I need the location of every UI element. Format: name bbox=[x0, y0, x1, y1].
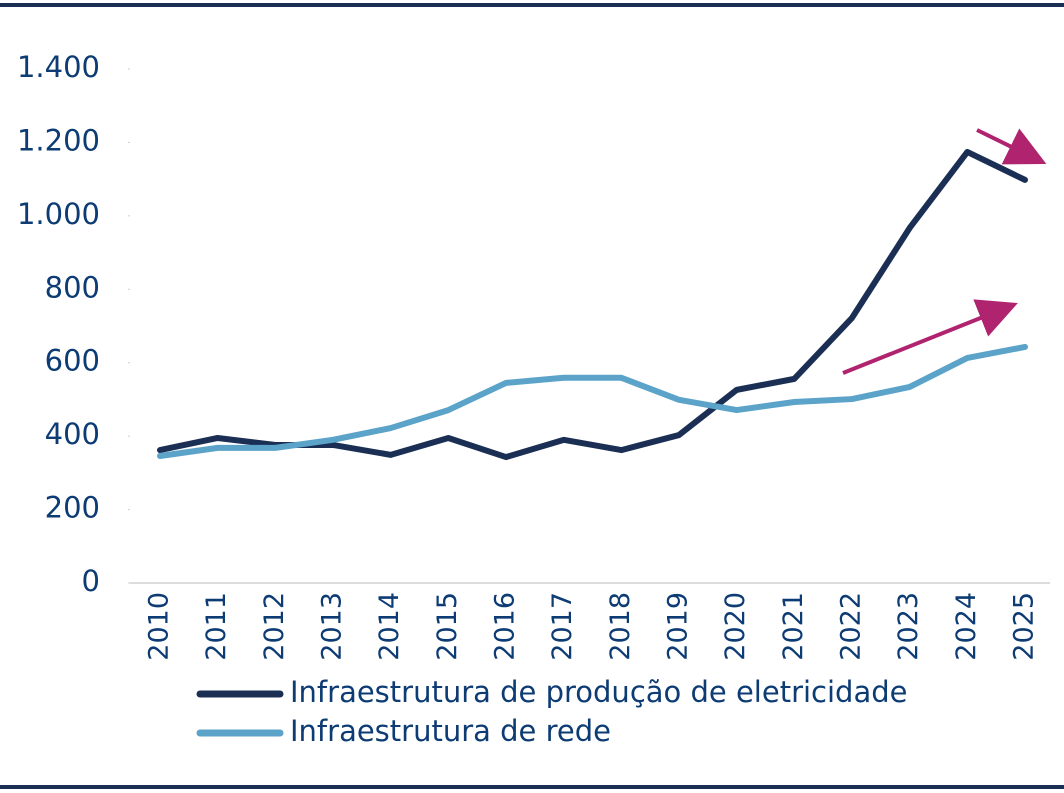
x-tick-label: 2015 bbox=[432, 592, 463, 661]
y-tick-label: 800 bbox=[45, 270, 100, 304]
legend-label: Infraestrutura de rede bbox=[290, 714, 611, 748]
x-tick-label: 2016 bbox=[490, 592, 521, 661]
y-tick-label: 1.000 bbox=[17, 197, 100, 231]
y-tick-label: 600 bbox=[45, 344, 100, 378]
y-tick-label: 400 bbox=[45, 417, 100, 451]
x-tick-label: 2017 bbox=[547, 592, 578, 661]
y-tick-label: 0 bbox=[82, 564, 100, 598]
bottom-border bbox=[0, 785, 1064, 789]
x-tick-label: 2013 bbox=[317, 592, 348, 661]
x-tick-label: 2024 bbox=[951, 592, 982, 661]
x-tick-label: 2019 bbox=[663, 592, 694, 661]
y-tick-label: 1.400 bbox=[17, 50, 100, 84]
y-tick-label: 1.200 bbox=[17, 123, 100, 157]
x-tick-label: 2021 bbox=[778, 592, 809, 661]
x-tick-label: 2010 bbox=[144, 592, 175, 661]
x-tick-label: 2023 bbox=[893, 592, 924, 661]
plot-area: 0 200 400 600 800 1.000 1.200 1.400 2010 2011 2012… bbox=[17, 50, 1040, 748]
trend-arrow bbox=[842, 299, 1018, 375]
series-line bbox=[157, 148, 1028, 461]
x-tick-label: 2025 bbox=[1009, 592, 1040, 661]
x-tick-label: 2014 bbox=[374, 592, 405, 661]
trend-arrow bbox=[976, 128, 1047, 165]
x-tick-label: 2020 bbox=[720, 592, 751, 661]
legend-label: Infraestrutura de produção de eletricida… bbox=[290, 675, 907, 709]
x-tick-label: 2012 bbox=[259, 592, 290, 661]
x-tick-label: 2011 bbox=[201, 592, 232, 661]
y-tick-label: 200 bbox=[45, 491, 100, 525]
x-tick-label: 2018 bbox=[605, 592, 636, 661]
top-border bbox=[0, 3, 1064, 7]
x-tick-label: 2022 bbox=[836, 592, 867, 661]
series-line bbox=[157, 343, 1028, 459]
